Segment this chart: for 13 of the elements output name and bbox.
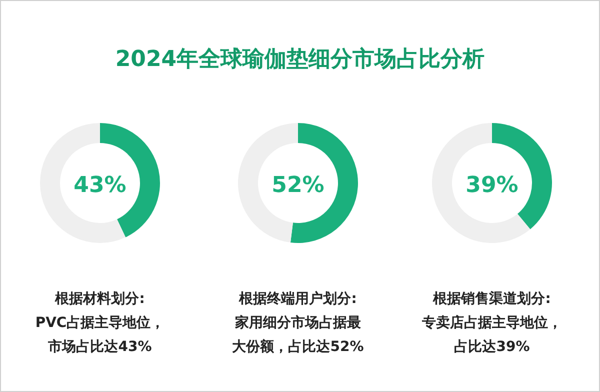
text: 52%	[272, 173, 324, 198]
text: 市场占比达43%	[47, 338, 152, 355]
text: 根据销售渠道划分:	[432, 290, 551, 307]
text: 根据终端用户划分:	[238, 290, 357, 307]
text: 2024年全球瑜伽垫细分市场占比分析	[115, 46, 485, 72]
text: 39%	[466, 173, 518, 198]
text: 43%	[74, 173, 126, 198]
text: 占比达39%	[454, 339, 530, 355]
text: 根据材料划分:	[54, 291, 145, 307]
text: PVC占据主导地位，	[35, 314, 165, 331]
text: 大份额，占比达52%	[232, 338, 364, 355]
text: 家用细分市场占据最	[234, 314, 361, 331]
text: 专卖店占据主导地位，	[421, 314, 562, 331]
